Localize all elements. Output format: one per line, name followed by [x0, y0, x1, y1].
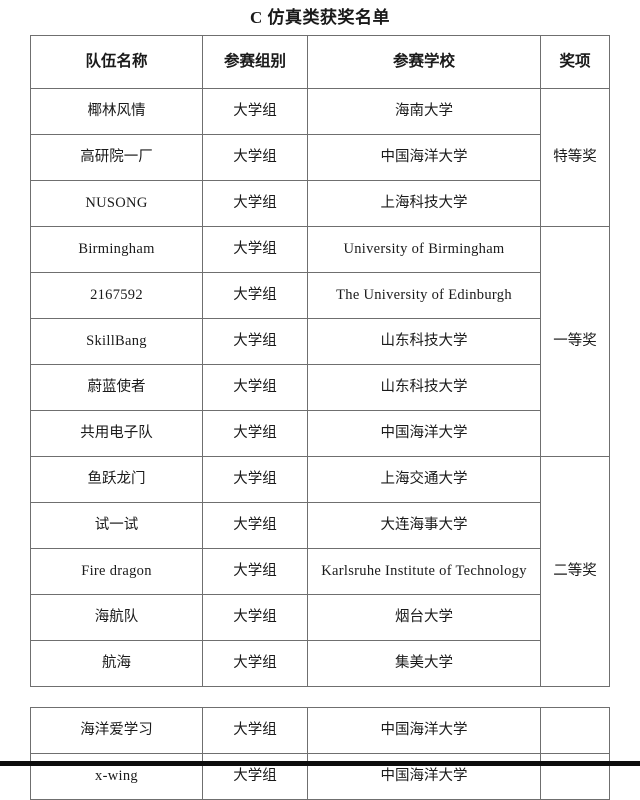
cell-school: 上海科技大学: [307, 180, 541, 227]
column-header-team: 队伍名称: [30, 35, 203, 89]
cell-team-name: 鱼跃龙门: [30, 456, 203, 503]
cell-group: 大学组: [202, 364, 308, 411]
cell-team-name: 海洋爱学习: [30, 707, 203, 754]
cell-award: [540, 707, 610, 754]
cell-team-name: 高研院一厂: [30, 134, 203, 181]
table-row: SkillBang 大学组 山东科技大学: [30, 318, 610, 365]
cell-team-name: NUSONG: [30, 180, 203, 227]
cell-team-name: 试一试: [30, 502, 203, 549]
cell-group: 大学组: [202, 502, 308, 549]
table-row: 共用电子队 大学组 中国海洋大学: [30, 410, 610, 457]
table-row: 试一试 大学组 大连海事大学: [30, 502, 610, 549]
column-header-group: 参赛组别: [202, 35, 308, 89]
table-row: 高研院一厂 大学组 中国海洋大学: [30, 134, 610, 181]
cell-school: 山东科技大学: [307, 364, 541, 411]
cell-group: 大学组: [202, 410, 308, 457]
award-table-wrapper: 队伍名称 参赛组别 参赛学校 奖项 椰林风情 大学组 海南大学 特等奖 高研院一厂 大学组…: [0, 35, 640, 687]
cell-group: 大学组: [202, 640, 308, 687]
award-table-main: 队伍名称 参赛组别 参赛学校 奖项 椰林风情 大学组 海南大学 特等奖 高研院一厂 大学组…: [30, 35, 610, 687]
cell-group: 大学组: [202, 456, 308, 503]
table-row: 椰林风情 大学组 海南大学 特等奖: [30, 88, 610, 227]
cell-team-name: 蔚蓝使者: [30, 364, 203, 411]
table-body-secondary: 海洋爱学习 大学组 中国海洋大学 x-wing 大学组 中国海洋大学: [30, 707, 610, 800]
cell-school: The University of Edinburgh: [307, 272, 541, 319]
cell-group: 大学组: [202, 180, 308, 227]
table-body: 椰林风情 大学组 海南大学 特等奖 高研院一厂 大学组 中国海洋大学 NUSONG 大学组 上海科…: [30, 88, 610, 687]
document-page: C 仿真类获奖名单 队伍名称 参赛组别 参赛学校 奖项 椰林风情 大学组 海南大学特…: [0, 6, 640, 800]
table-row: NUSONG 大学组 上海科技大学: [30, 180, 610, 227]
cell-team-name: Birmingham: [30, 226, 203, 273]
cell-school: 上海交通大学: [307, 456, 541, 503]
table-row: 蔚蓝使者 大学组 山东科技大学: [30, 364, 610, 411]
cell-team-name: 海航队: [30, 594, 203, 641]
cell-team-name: SkillBang: [30, 318, 203, 365]
table-row: Birmingham 大学组 University of Birmingham 一等奖: [30, 226, 610, 457]
column-header-school: 参赛学校: [307, 35, 541, 89]
table-row: 鱼跃龙门 大学组 上海交通大学 二等奖: [30, 456, 610, 687]
cell-group: 大学组: [202, 318, 308, 365]
table-header: 队伍名称 参赛组别 参赛学校 奖项: [30, 35, 610, 89]
table-row: 海洋爱学习 大学组 中国海洋大学: [30, 707, 610, 754]
cell-school: 中国海洋大学: [307, 707, 541, 754]
cell-team-name: 共用电子队: [30, 410, 203, 457]
cell-school: 海南大学: [307, 88, 541, 135]
column-header-award: 奖项: [540, 35, 610, 89]
cell-award: 二等奖: [540, 456, 610, 687]
cell-group: 大学组: [202, 88, 308, 135]
cell-school: 烟台大学: [307, 594, 541, 641]
cell-group: 大学组: [202, 594, 308, 641]
award-table-secondary: 海洋爱学习 大学组 中国海洋大学 x-wing 大学组 中国海洋大学: [30, 707, 610, 800]
cell-school: 集美大学: [307, 640, 541, 687]
cell-team-name: Fire dragon: [30, 548, 203, 595]
cell-group: 大学组: [202, 548, 308, 595]
cell-group: 大学组: [202, 226, 308, 273]
page-title: C 仿真类获奖名单: [249, 8, 391, 27]
table-header-row: 队伍名称 参赛组别 参赛学校 奖项: [30, 35, 610, 89]
cell-award: 特等奖: [540, 88, 610, 227]
cell-team-name: 2167592: [30, 272, 203, 319]
cell-school: 大连海事大学: [307, 502, 541, 549]
cell-school: 中国海洋大学: [307, 410, 541, 457]
cell-school: 中国海洋大学: [307, 134, 541, 181]
table-row: 2167592 大学组 The University of Edinburgh: [30, 272, 610, 319]
page-bottom-bar: [0, 761, 640, 766]
cell-group: 大学组: [202, 134, 308, 181]
cell-school: Karlsruhe Institute of Technology: [307, 548, 541, 595]
cell-team-name: 椰林风情: [30, 88, 203, 135]
cell-school: 山东科技大学: [307, 318, 541, 365]
award-table-secondary-wrapper: 海洋爱学习 大学组 中国海洋大学 x-wing 大学组 中国海洋大学: [0, 707, 640, 800]
table-row: 海航队 大学组 烟台大学: [30, 594, 610, 641]
cell-award: 一等奖: [540, 226, 610, 457]
table-row: 航海 大学组 集美大学: [30, 640, 610, 687]
cell-group: 大学组: [202, 707, 308, 754]
cell-team-name: 航海: [30, 640, 203, 687]
cell-school: University of Birmingham: [307, 226, 541, 273]
cell-group: 大学组: [202, 272, 308, 319]
table-row: Fire dragon 大学组 Karlsruhe Institute of Tec…: [30, 548, 610, 595]
